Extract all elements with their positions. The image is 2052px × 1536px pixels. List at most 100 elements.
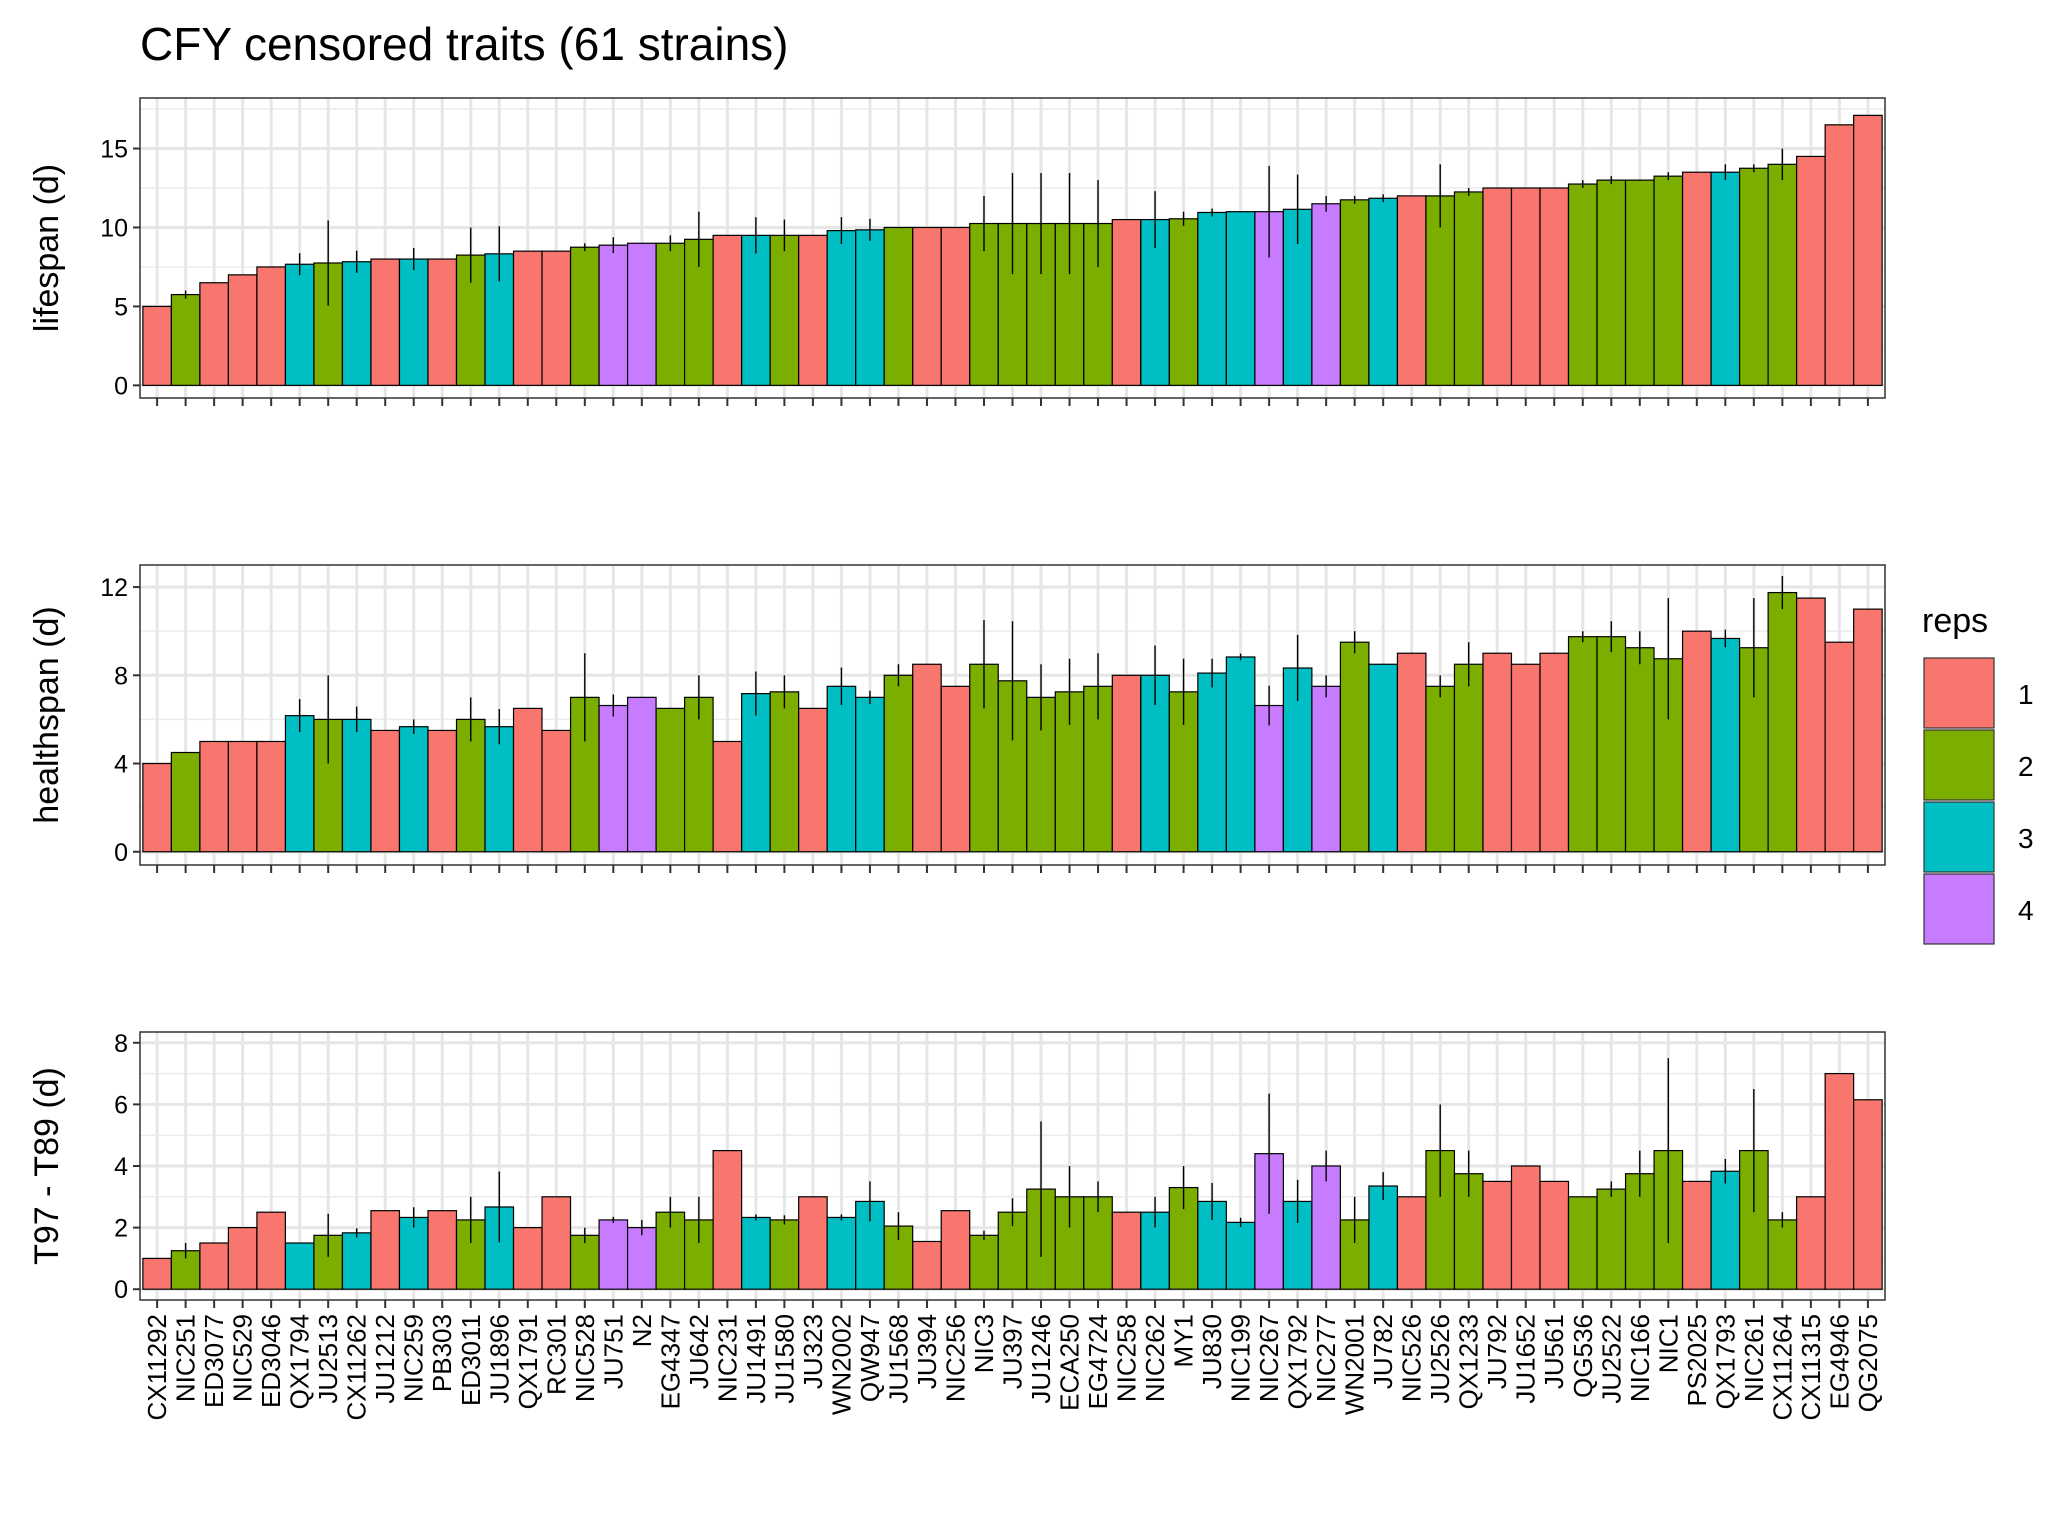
bar-JU1652 xyxy=(1510,1165,1541,1290)
bar-JU2513 xyxy=(313,1234,344,1290)
bar-JU792 xyxy=(1482,652,1513,853)
x-tick-label-JU1491: JU1491 xyxy=(741,1314,771,1404)
bar-QX1233 xyxy=(1453,191,1484,386)
bar-NIC166 xyxy=(1624,647,1655,853)
chart-title: CFY censored traits (61 strains) xyxy=(140,18,789,70)
bar-ED3046 xyxy=(256,1211,287,1290)
x-tick-label-QW947: QW947 xyxy=(855,1314,885,1402)
bar-NIC528 xyxy=(569,1234,600,1290)
x-tick-label-NIC259: NIC259 xyxy=(399,1314,429,1402)
bar-QX1233 xyxy=(1453,663,1484,853)
bar-JU394 xyxy=(912,663,942,853)
y-tick-label: 0 xyxy=(114,1276,128,1304)
bar-NIC528 xyxy=(569,246,600,386)
bar-WN2001 xyxy=(1339,199,1370,386)
x-tick-label-QX1791: QX1791 xyxy=(513,1314,543,1409)
x-tick-label-ED3046: ED3046 xyxy=(256,1314,286,1408)
x-tick-label-NIC529: NIC529 xyxy=(228,1314,258,1402)
bar-N2 xyxy=(626,696,657,853)
x-tick-label-QX1233: QX1233 xyxy=(1454,1314,1484,1409)
x-tick-label-NIC251: NIC251 xyxy=(171,1314,201,1402)
bar-MY1 xyxy=(1168,218,1199,386)
bar-NIC256 xyxy=(940,226,971,386)
x-tick-label-WN2002: WN2002 xyxy=(826,1314,856,1415)
bar-EG4946 xyxy=(1824,641,1855,853)
x-tick-label-JU782: JU782 xyxy=(1368,1314,1398,1389)
bar-QX1791 xyxy=(512,250,543,386)
legend-label-4: 4 xyxy=(2018,895,2034,926)
bar-NIC259 xyxy=(398,1216,429,1290)
bar-JU751 xyxy=(598,244,629,386)
y-tick-label: 15 xyxy=(100,136,128,164)
bar-NIC231 xyxy=(712,234,743,386)
x-tick-label-WN2001: WN2001 xyxy=(1340,1314,1370,1415)
x-tick-label-JU1896: JU1896 xyxy=(484,1314,514,1404)
x-tick-label-NIC526: NIC526 xyxy=(1397,1314,1427,1402)
x-tick-label-RC301: RC301 xyxy=(541,1314,571,1395)
bar-RC301 xyxy=(541,250,572,386)
x-tick-label-EG4347: EG4347 xyxy=(655,1314,685,1409)
bar-JU792 xyxy=(1482,187,1513,386)
panel-1: 0 5 10 15 lifespan (d) xyxy=(28,97,1886,406)
x-tick-label-QX1793: QX1793 xyxy=(1710,1314,1740,1409)
bar-EG4724 xyxy=(1083,222,1113,386)
bar-JU782 xyxy=(1368,1185,1399,1290)
x-tick-label-JU751: JU751 xyxy=(598,1314,628,1389)
bar-NIC256 xyxy=(940,685,971,853)
bar-CX11262 xyxy=(341,1232,372,1290)
bar-JU751 xyxy=(598,704,629,853)
x-tick-label-PS2025: PS2025 xyxy=(1682,1314,1712,1407)
bar-NIC199 xyxy=(1225,211,1256,386)
y-axis-label: T97 - T89 (d) xyxy=(28,1067,66,1265)
legend-key-1 xyxy=(1923,657,1995,729)
bar-CX11262 xyxy=(341,261,372,386)
bar-QX1793 xyxy=(1710,1170,1741,1290)
bar-JU1896 xyxy=(484,726,515,853)
x-axis-tick-labels: CX11292NIC251ED3077NIC529ED3046QX1794JU2… xyxy=(142,1314,1883,1421)
x-tick-label-JU397: JU397 xyxy=(998,1314,1028,1389)
y-tick-label: 6 xyxy=(114,1091,128,1119)
bar-JU751 xyxy=(598,1219,629,1290)
bar-QX1791 xyxy=(512,1227,543,1290)
bar-JU1491 xyxy=(741,693,771,853)
bar-EG4347 xyxy=(655,242,686,386)
x-tick-label-JU642: JU642 xyxy=(684,1314,714,1389)
bar-QW947 xyxy=(855,696,885,853)
bar-QW947 xyxy=(855,229,885,386)
y-tick-label: 4 xyxy=(114,751,128,779)
bar-RC301 xyxy=(541,729,572,853)
x-tick-label-PB303: PB303 xyxy=(427,1314,457,1392)
bar-PB303 xyxy=(427,258,458,386)
panels: 0 5 10 15 lifespan (d) 0 4 8 12 healthspan (d) 0 2 4… xyxy=(28,97,1886,1308)
bar-CX11315 xyxy=(1796,1196,1826,1290)
bar-JU561 xyxy=(1539,652,1570,853)
y-tick-label: 12 xyxy=(100,574,128,602)
bar-NIC526 xyxy=(1396,652,1427,853)
x-tick-label-QX1794: QX1794 xyxy=(285,1314,315,1409)
bar-QX1794 xyxy=(284,1242,315,1290)
bar-NIC258 xyxy=(1111,218,1142,386)
bar-NIC231 xyxy=(712,1149,743,1290)
bar-NIC1 xyxy=(1653,175,1684,386)
bar-ED3077 xyxy=(199,282,229,386)
bar-NIC199 xyxy=(1225,1221,1256,1290)
bar-JU2522 xyxy=(1596,636,1627,853)
bar-NIC258 xyxy=(1111,674,1142,853)
x-tick-label-JU394: JU394 xyxy=(912,1314,942,1389)
bar-CX11264 xyxy=(1767,163,1798,386)
legend-title: reps xyxy=(1922,602,1988,640)
bar-WN2002 xyxy=(826,1216,857,1290)
bar-QX1794 xyxy=(284,263,315,386)
bar-ED3077 xyxy=(199,740,229,853)
bar-N2 xyxy=(626,1227,657,1290)
bar-NIC277 xyxy=(1311,685,1341,853)
bar-ED3077 xyxy=(199,1242,229,1290)
bar-CX11262 xyxy=(341,718,372,853)
bar-NIC529 xyxy=(227,274,258,386)
panel-3: 0 2 4 6 8 T97 - T89 (d) xyxy=(28,1030,1886,1308)
bar-JU561 xyxy=(1539,187,1570,386)
bar-QG2075 xyxy=(1853,114,1883,386)
y-tick-label: 0 xyxy=(114,372,128,400)
x-tick-label-JU561: JU561 xyxy=(1539,1314,1569,1389)
x-tick-label-QG2075: QG2075 xyxy=(1853,1314,1883,1412)
